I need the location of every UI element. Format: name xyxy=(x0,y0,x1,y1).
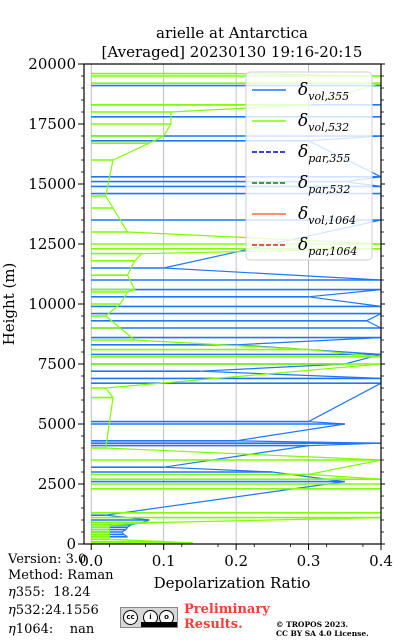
eta1064-label: 1064: xyxy=(15,622,54,637)
legend: δvol,355 δvol,532 δpar,355 δpar,532 δvol,106… xyxy=(245,71,373,261)
copyright-line2: CC BY SA 4.0 License. xyxy=(276,629,369,638)
y-tick-label: 12500 xyxy=(28,235,76,253)
y-tick-label: 0 xyxy=(66,535,76,553)
x-tick-label: 0.2 xyxy=(224,552,248,570)
eta532-label: 532: xyxy=(15,603,45,618)
copyright-line1: © TROPOS 2023. xyxy=(276,620,349,629)
legend-label: δpar,355 xyxy=(298,142,350,165)
legend-label: δpar,1064 xyxy=(298,235,357,258)
chart-title-line2: [Averaged] 20230130 19:16-20:15 xyxy=(102,43,363,61)
method-text: Method: Raman xyxy=(8,568,114,583)
legend-label: δpar,532 xyxy=(298,173,350,196)
y-tick-label: 2500 xyxy=(38,475,76,493)
y-tick-label: 17500 xyxy=(28,115,76,133)
version-text: Version: 3.0 xyxy=(8,552,87,567)
legend-label: δvol,355 xyxy=(298,80,349,103)
x-axis-label: Depolarization Ratio xyxy=(154,574,311,592)
chart-title-line1: arielle at Antarctica xyxy=(156,24,308,42)
prelim-line1: Preliminary xyxy=(184,602,270,617)
copyright-note: © TROPOS 2023. CC BY SA 4.0 License. xyxy=(276,620,369,638)
y-tick-label: 10000 xyxy=(28,295,76,313)
cc-license-icon: cc i o xyxy=(120,607,178,628)
y-tick-label: 15000 xyxy=(28,175,76,193)
y-tick-label: 20000 xyxy=(28,55,76,73)
x-tick-label: 0.3 xyxy=(297,552,321,570)
legend-box xyxy=(245,71,373,261)
axis-ticks: 0.0 0.1 0.2 0.3 0.4 0 2500 5000 7500 10000 12500 15… xyxy=(28,55,393,570)
cc-icon: cc xyxy=(123,610,138,625)
prelim-line2: Results. xyxy=(184,617,243,632)
legend-label: δvol,1064 xyxy=(298,204,356,227)
eta532-row: η532:24.1556 xyxy=(8,603,99,618)
profile-line xyxy=(91,73,381,544)
legend-label: δvol,532 xyxy=(298,111,349,134)
y-tick-label: 7500 xyxy=(38,355,76,373)
y-tick-label: 5000 xyxy=(38,415,76,433)
x-tick-label: 0.0 xyxy=(79,552,103,570)
preliminary-note: Preliminary Results. xyxy=(184,602,270,632)
eta355-label: 355: xyxy=(15,585,45,600)
y-axis-label: Height (m) xyxy=(0,263,18,346)
profile-line xyxy=(105,85,381,538)
x-tick-label: 0.4 xyxy=(369,552,393,570)
x-tick-label: 0.1 xyxy=(152,552,176,570)
eta355-row: η355: 18.24 xyxy=(8,585,91,600)
eta1064-value: nan xyxy=(69,622,95,637)
eta1064-row: η1064: nan xyxy=(8,622,95,637)
eta532-value: 24.1556 xyxy=(45,603,99,618)
eta355-value: 18.24 xyxy=(53,585,91,600)
